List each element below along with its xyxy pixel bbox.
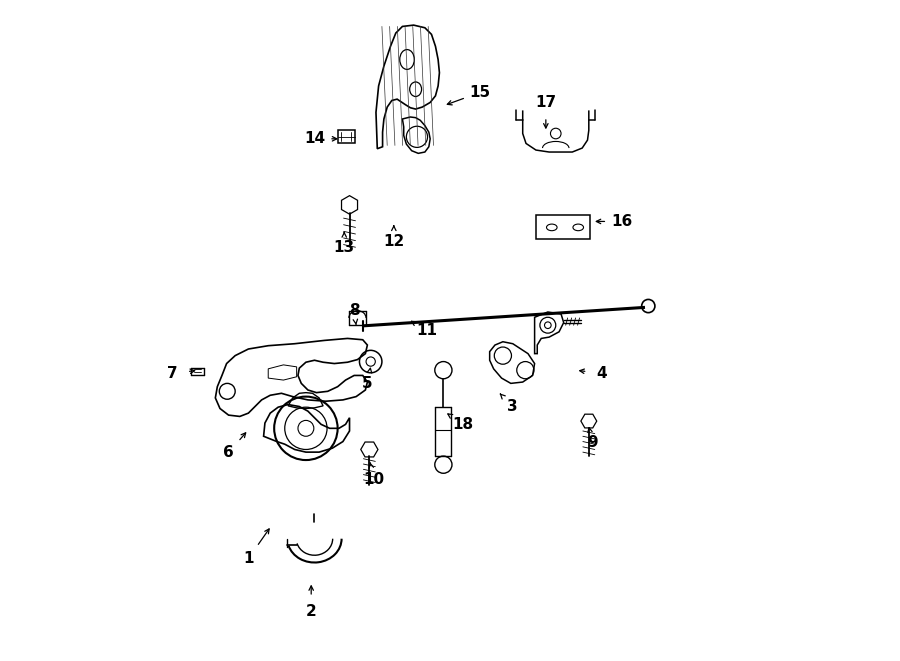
Text: 14: 14 (304, 132, 325, 146)
Text: 15: 15 (469, 85, 491, 100)
Text: 4: 4 (597, 366, 608, 381)
Text: 9: 9 (587, 436, 598, 450)
Text: 11: 11 (417, 323, 437, 338)
Text: 10: 10 (364, 472, 384, 486)
Text: 5: 5 (362, 376, 373, 391)
Text: 17: 17 (536, 95, 556, 110)
Text: 7: 7 (167, 366, 177, 381)
Text: 1: 1 (243, 551, 254, 566)
Bar (338, 130, 355, 143)
Text: 12: 12 (383, 234, 404, 249)
Text: 8: 8 (349, 303, 359, 318)
Text: 18: 18 (453, 417, 473, 432)
Text: 2: 2 (306, 604, 317, 619)
Text: 6: 6 (223, 446, 234, 460)
Text: 13: 13 (334, 241, 355, 255)
Bar (536, 215, 590, 239)
Text: 16: 16 (611, 214, 633, 229)
Text: 3: 3 (508, 399, 518, 414)
